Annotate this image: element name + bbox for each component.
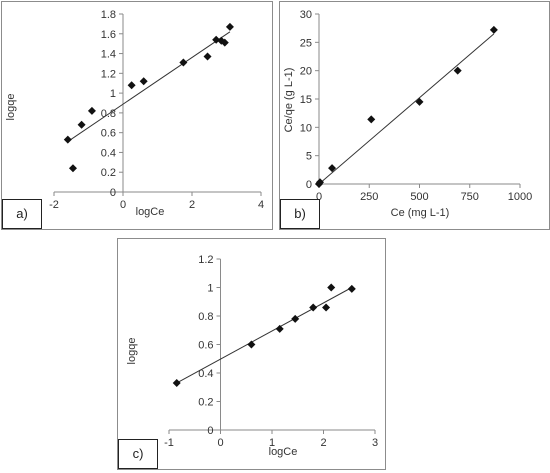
x-tick-label: 250: [360, 191, 378, 203]
chart-panel-a: 00.20.40.60.811.21.41.61.8-2024logCelogq…: [1, 1, 273, 230]
x-tick-label: 0: [316, 191, 322, 203]
x-tick-label: 500: [410, 191, 428, 203]
chart-panel-b: 0 5 10 15 20 25 30 0 250 500 750 1000 Ce (mg L-1) Ce/…: [279, 1, 550, 230]
x-tick-label: 2: [189, 199, 195, 211]
data-point: [179, 58, 188, 67]
x-tick-label: -1: [164, 437, 174, 449]
y-tick-label: 0: [306, 179, 312, 191]
data-point: [139, 77, 148, 86]
y-tick-label: 1.6: [101, 29, 116, 41]
trend-line: [176, 287, 353, 384]
x-axis-label: logCe: [269, 446, 298, 458]
data-point: [291, 314, 300, 323]
y-tick-label: 25: [300, 37, 312, 49]
y-tick-label: 0: [110, 187, 116, 199]
data-point: [316, 178, 325, 187]
data-point: [453, 66, 462, 75]
y-tick-label: 0.8: [198, 311, 213, 323]
data-point: [415, 97, 424, 106]
chart-a-svg: 00.20.40.60.811.21.41.61.8-2024logCelogq…: [5, 9, 264, 218]
y-tick-label: 1.4: [101, 49, 116, 61]
y-tick-label: 10: [300, 122, 312, 134]
data-point: [327, 283, 336, 292]
data-point: [172, 378, 181, 387]
y-tick-label: 0.4: [198, 368, 213, 380]
y-tick-label: 1.2: [101, 68, 116, 80]
data-point: [127, 81, 136, 90]
trend-line: [67, 31, 231, 142]
data-point: [212, 35, 221, 44]
x-axis-label: Ce (mg L-1): [391, 207, 450, 219]
chart-panel-c: 0 0.2 0.4 0.6 0.8 1 1.2 -1 0 1 2 3 logCe logqe c): [117, 238, 386, 470]
x-tick-label: 0: [120, 199, 126, 211]
y-axis-label: logqe: [126, 338, 138, 365]
y-tick-label: 0.2: [198, 397, 213, 409]
data-point: [220, 38, 229, 47]
x-tick-label: 750: [461, 191, 479, 203]
y-tick-label: 0.2: [101, 167, 116, 179]
y-tick-label: 1: [207, 283, 213, 295]
panel-label-b: b): [280, 199, 320, 229]
y-tick-label: 0.6: [101, 128, 116, 140]
x-tick-label: 0: [217, 437, 223, 449]
y-tick-label: 15: [300, 94, 312, 106]
chart-c-svg: 0 0.2 0.4 0.6 0.8 1 1.2 -1 0 1 2 3 logCe logqe: [126, 254, 378, 458]
data-point: [322, 303, 331, 312]
y-tick-label: 1.8: [101, 9, 116, 21]
data-point: [275, 324, 284, 333]
x-tick-label: -2: [49, 199, 59, 211]
x-tick-label: 3: [372, 437, 378, 449]
data-point: [203, 52, 212, 61]
panel-label-c: c): [118, 439, 158, 469]
y-tick-label: 0.6: [198, 340, 213, 352]
data-point: [347, 284, 356, 293]
x-tick-label: 1: [269, 437, 275, 449]
y-tick-label: 0: [207, 425, 213, 437]
chart-b-svg: 0 5 10 15 20 25 30 0 250 500 750 1000 Ce (mg L-1) Ce/…: [283, 9, 532, 219]
trend-line: [318, 33, 495, 185]
y-axis-label: logqe: [5, 94, 17, 121]
data-point: [63, 135, 72, 144]
y-tick-label: 1: [110, 88, 116, 100]
data-point: [87, 106, 96, 115]
data-point: [77, 120, 86, 129]
x-tick-label: 4: [258, 199, 264, 211]
y-axis-label: Ce/qe (g L-1): [283, 68, 295, 133]
y-tick-label: 1.2: [198, 254, 213, 266]
data-point: [328, 164, 337, 173]
x-tick-label: 2: [320, 437, 326, 449]
data-point: [68, 164, 77, 173]
data-point: [367, 115, 376, 124]
x-tick-label: 1000: [508, 191, 532, 203]
y-tick-label: 5: [306, 151, 312, 163]
y-tick-label: 20: [300, 66, 312, 78]
data-point: [225, 22, 234, 31]
data-point: [247, 340, 256, 349]
x-axis-label: logCe: [136, 206, 165, 218]
data-point: [309, 303, 318, 312]
y-tick-label: 30: [300, 9, 312, 21]
data-point: [489, 25, 498, 34]
y-tick-label: 0.4: [101, 147, 116, 159]
panel-label-a: a): [2, 199, 42, 229]
